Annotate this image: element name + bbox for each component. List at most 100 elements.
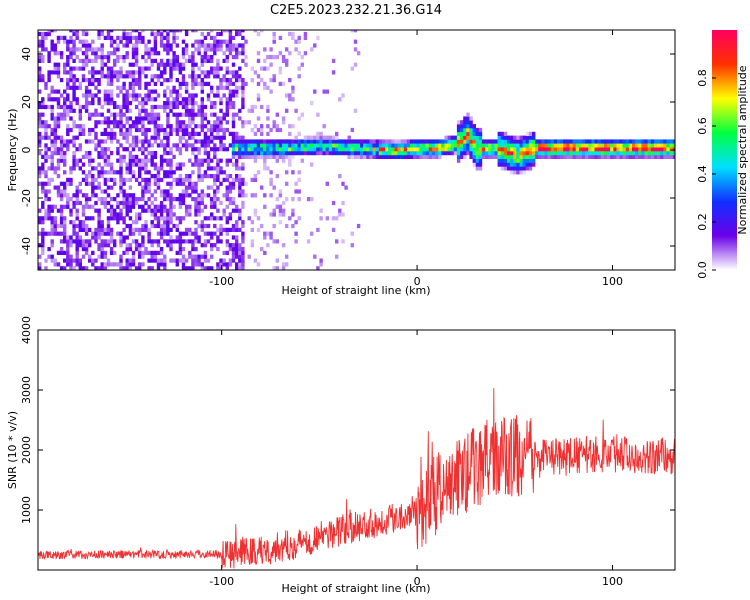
spectrogram-cell — [256, 170, 261, 175]
spectrogram-cell — [419, 154, 423, 159]
spectrogram-cell — [216, 120, 220, 125]
spectrogram-cell — [238, 166, 242, 171]
spectrogram-cell — [153, 239, 158, 244]
spectrogram-cell — [281, 139, 286, 144]
spectrogram-cell — [422, 147, 426, 152]
spectrogram-cell — [100, 131, 104, 136]
spectrogram-cell — [122, 97, 126, 102]
spectrogram-cell — [163, 197, 167, 202]
spectrogram-cell — [235, 51, 239, 56]
spectrogram-cell — [613, 154, 617, 159]
spectrogram-cell — [106, 185, 111, 190]
spectrogram-cell — [128, 74, 133, 79]
spectrogram-cell — [319, 258, 323, 263]
spectrogram-cell — [400, 139, 405, 144]
spectrogram-cell — [144, 47, 148, 52]
spectrogram-cell — [153, 212, 158, 217]
spectrogram-cell — [188, 135, 192, 140]
spectrogram-cell — [131, 250, 136, 255]
spectrogram-cell — [81, 220, 86, 225]
spectrogram-cell — [460, 127, 464, 133]
spectrogram-cell — [175, 162, 179, 167]
spectrogram-cell — [463, 120, 467, 125]
spectrogram-cell — [463, 131, 467, 136]
spectrogram-cell — [163, 266, 167, 270]
spectrogram-cell — [134, 243, 139, 248]
spectrogram-cell — [622, 154, 626, 159]
spectrogram-cell — [200, 262, 204, 267]
spectrogram-cell — [63, 97, 67, 102]
spectrogram-cell — [356, 51, 361, 56]
spectrogram-cell — [541, 139, 545, 144]
spectrogram-cell — [103, 162, 108, 167]
spectrogram-cell — [125, 127, 129, 133]
spectrogram-cell — [231, 177, 236, 182]
spectrogram-cell — [519, 154, 523, 159]
spectrogram-cell — [544, 154, 548, 159]
spectrogram-cell — [181, 97, 186, 102]
spectrogram-cell — [228, 200, 233, 206]
spectrogram-cell — [109, 35, 114, 40]
spectrogram-cell — [44, 216, 48, 221]
spectrogram-cell — [72, 78, 76, 83]
spectrogram-cell — [166, 220, 170, 225]
spectrogram-cell — [103, 266, 108, 270]
spectrogram-cell — [138, 112, 142, 117]
spectrogram-cell — [147, 55, 151, 60]
spectrogram-cell — [144, 220, 148, 225]
spectrogram-cell — [188, 174, 192, 179]
spectrogram-cell — [200, 193, 204, 198]
figure-title: C2E5.2023.232.21.36.G14 — [270, 3, 442, 18]
spectrogram-cell — [247, 147, 251, 152]
spectrogram-cell — [475, 143, 480, 148]
spectrogram-cell — [253, 174, 258, 179]
spectrogram-cell — [216, 127, 220, 133]
spectrogram-cell — [582, 151, 586, 156]
spectrogram-cell — [106, 193, 111, 198]
spectrogram-cell — [109, 135, 114, 140]
spectrogram-cell — [97, 78, 101, 83]
spectrogram-cell — [163, 127, 167, 133]
spectrogram-cell — [72, 166, 76, 171]
spectrogram-cell — [250, 239, 254, 244]
spectrogram-cell — [288, 97, 292, 102]
spectrogram-cell — [397, 151, 401, 156]
spectrogram-cell — [166, 85, 170, 90]
spectrogram-cell — [141, 162, 145, 167]
spectrogram-cell — [131, 231, 136, 236]
spectrogram-cell — [69, 243, 73, 248]
spectrogram-cell — [316, 151, 320, 156]
spectrogram-cell — [47, 93, 51, 98]
spectrogram-cell — [560, 143, 564, 148]
spectrogram-cell — [159, 43, 164, 48]
spectrogram-cell — [81, 62, 86, 67]
spectrogram-x-label: Height of straight line (km) — [281, 284, 430, 297]
spectrogram-cell — [178, 112, 183, 117]
spectrogram-cell — [84, 193, 89, 198]
spectrogram-cell — [81, 39, 86, 44]
spectrogram-cell — [628, 151, 633, 156]
spectrogram-cell — [138, 66, 142, 71]
spectrogram-cell — [591, 151, 595, 156]
spectrogram-cell — [125, 97, 129, 102]
spectrogram-cell — [410, 139, 414, 144]
spectrogram-cell — [353, 143, 358, 148]
spectrogram-cell — [128, 93, 133, 98]
spectrogram-cell — [331, 58, 336, 63]
spectrogram-cell — [75, 31, 79, 37]
spectrogram-cell — [131, 220, 136, 225]
spectrogram-cell — [644, 154, 648, 159]
spectrogram-cell — [56, 151, 61, 156]
spectrogram-cell — [403, 139, 408, 144]
spectrogram-cell — [88, 162, 92, 167]
spectrogram-cell — [44, 104, 48, 110]
spectrogram-cell — [172, 177, 176, 182]
spectrogram-cell — [313, 43, 317, 48]
spectrogram-cell — [450, 143, 455, 148]
spectrogram-cell — [225, 266, 229, 270]
spectrogram-cell — [241, 151, 245, 156]
spectrogram-cell — [144, 51, 148, 56]
spectrogram-cell — [181, 193, 186, 198]
spectrogram-cell — [235, 243, 239, 248]
spectrogram-cell — [141, 116, 145, 121]
